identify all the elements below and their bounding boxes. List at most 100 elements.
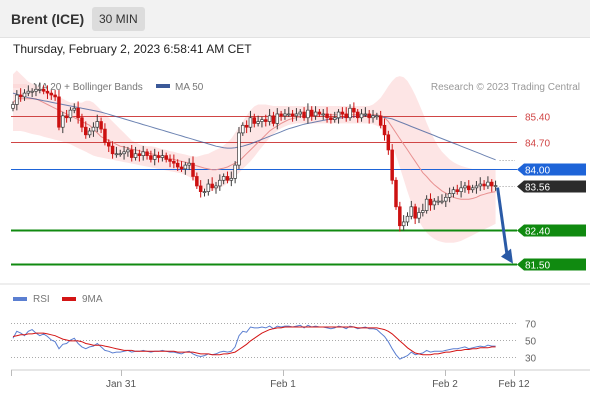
candle-body xyxy=(187,162,191,166)
candle-body xyxy=(248,117,253,128)
candle-body xyxy=(87,130,92,136)
candle-body xyxy=(214,185,218,189)
candle-body xyxy=(444,196,448,202)
candle-body xyxy=(283,113,287,117)
candle-body xyxy=(490,181,494,187)
candle-body xyxy=(478,183,483,187)
candle-body xyxy=(221,176,226,181)
candle-body xyxy=(91,126,96,132)
rsi-tick-30: 30 xyxy=(525,354,537,365)
ma50-legend-swatch xyxy=(156,84,170,88)
timestamp: Thursday, February 2, 2023 6:58:41 AM CE… xyxy=(13,42,252,56)
candle-body xyxy=(164,155,168,160)
bollinger-band xyxy=(13,70,496,243)
candle-body xyxy=(210,183,214,189)
candle-body xyxy=(348,107,352,119)
candle-body xyxy=(474,185,479,189)
candle-body xyxy=(126,149,130,153)
candle-body xyxy=(18,94,23,98)
candle-body xyxy=(386,134,391,151)
candle-body xyxy=(141,151,145,156)
candle-body xyxy=(49,92,54,96)
candle-body xyxy=(122,151,126,155)
candle-body xyxy=(405,215,410,223)
candle-body xyxy=(26,90,31,94)
level-label-83.56: 83.56 xyxy=(525,183,550,194)
candle-body xyxy=(256,121,260,124)
level-tag-84.00 xyxy=(517,163,586,176)
candle-body xyxy=(34,88,38,92)
candle-body xyxy=(175,162,180,168)
rsi-legend-swatch xyxy=(13,297,27,301)
candle-body xyxy=(378,115,383,126)
candle-body xyxy=(133,153,138,158)
candle-body xyxy=(421,210,425,213)
candle-body xyxy=(298,111,303,115)
candle-body xyxy=(432,200,437,206)
candle-body xyxy=(398,206,402,227)
credit-label: Research © 2023 Trading Central xyxy=(431,82,580,93)
candle-body xyxy=(30,90,34,93)
level-tag-83.56 xyxy=(517,180,586,193)
level-label-82.40: 82.40 xyxy=(525,227,550,238)
candle-body xyxy=(172,160,176,164)
candle-body xyxy=(287,113,291,116)
candle-body xyxy=(267,115,272,122)
level-label-81.50: 81.50 xyxy=(525,261,550,272)
candle-body xyxy=(409,206,414,217)
rsi-tick-50: 50 xyxy=(525,337,537,348)
candle-body xyxy=(179,166,184,170)
candle-body xyxy=(309,109,314,117)
level-tag-82.40 xyxy=(517,224,586,237)
candle-body xyxy=(64,115,69,119)
candle-body xyxy=(459,187,463,192)
candle-body xyxy=(302,111,306,119)
forecast-arrow-head xyxy=(501,248,513,264)
candle-body xyxy=(229,178,234,181)
candle-body xyxy=(401,221,406,227)
candle-body xyxy=(336,111,341,119)
candle-body xyxy=(72,107,77,111)
candle-body xyxy=(413,206,417,219)
candle-body xyxy=(306,109,310,119)
candle-body xyxy=(168,159,172,162)
instrument-title: Brent (ICE) xyxy=(11,11,85,27)
level-label-85.40: 85.40 xyxy=(525,113,550,124)
candle-body xyxy=(53,94,57,98)
candle-body xyxy=(447,193,452,198)
candle-body xyxy=(275,113,280,124)
candle-body xyxy=(390,149,394,181)
candle-body xyxy=(237,132,241,166)
rsi-ma-line xyxy=(12,326,496,356)
rsi-line xyxy=(12,324,496,360)
price-chart: 85.40 84.70 84.00 83.56 82.40 81.50 xyxy=(11,70,586,272)
candle-body xyxy=(149,155,153,160)
interval-button[interactable]: 30 MIN xyxy=(92,7,145,31)
candle-body xyxy=(103,128,107,143)
level-label-84.70: 84.70 xyxy=(525,139,550,150)
forecast-arrow-shaft xyxy=(496,187,509,255)
header-bar: Brent (ICE) 30 MIN xyxy=(0,0,590,38)
candle-body xyxy=(99,121,103,130)
candle-body xyxy=(195,176,199,187)
candle-body xyxy=(106,142,111,147)
candle-body xyxy=(68,109,73,119)
candle-body xyxy=(363,113,368,116)
candle-body xyxy=(344,113,348,119)
candle-body xyxy=(325,113,329,119)
candle-body xyxy=(294,113,299,117)
time-axis: Jan 31 Feb 1 Feb 2 Feb 12 xyxy=(106,370,530,390)
candle-body xyxy=(467,185,471,191)
candle-body xyxy=(152,155,157,160)
rsi-tick-70: 70 xyxy=(525,320,537,331)
candle-body xyxy=(371,115,375,119)
candle-body xyxy=(218,179,222,187)
candle-body xyxy=(80,117,84,128)
time-tick-label: Feb 2 xyxy=(432,379,458,390)
candle-body xyxy=(114,153,119,156)
rsi-ma-legend-label: 9MA xyxy=(82,294,103,305)
candle-body xyxy=(279,113,283,117)
candle-body xyxy=(38,88,42,91)
candle-body xyxy=(15,94,19,105)
candle-body xyxy=(440,200,444,203)
